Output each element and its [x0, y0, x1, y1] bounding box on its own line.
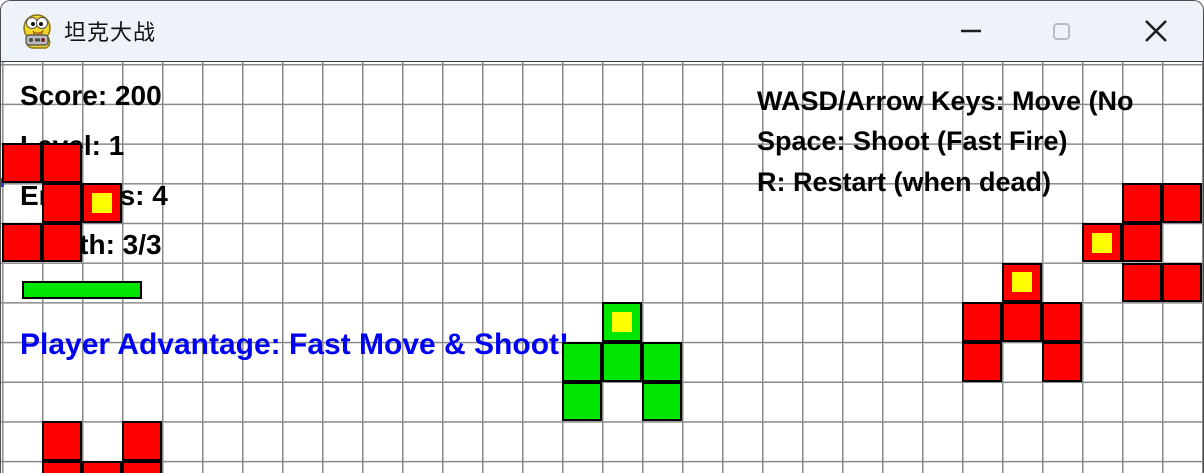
close-icon — [1145, 20, 1167, 42]
player-tank-body — [642, 381, 682, 422]
enemy-tank-barrel — [82, 183, 122, 223]
enemy-tank-body — [1002, 302, 1042, 342]
enemy-tank-body — [82, 461, 122, 473]
enemy-tank-barrel — [1002, 262, 1042, 303]
player-tank-body — [562, 341, 602, 382]
instruction-restart: R: Restart (when dead) — [757, 166, 1052, 197]
instruction-shoot: Space: Shoot (Fast Fire) — [757, 126, 1068, 157]
enemy-tank-body — [42, 461, 82, 473]
tk-mascot-icon — [23, 13, 51, 49]
enemy-tank-body — [1162, 183, 1202, 223]
minimize-icon — [961, 29, 981, 33]
enemy-tank-body — [42, 143, 82, 184]
player-tank-body — [602, 341, 642, 382]
maximize-button[interactable] — [1036, 8, 1086, 54]
enemy-tank-body — [962, 302, 1002, 342]
player-tank-barrel — [602, 302, 642, 342]
enemy-tank-body — [1042, 341, 1082, 382]
enemy-tank-body — [1042, 302, 1082, 342]
game-canvas[interactable]: Score: 200 Level: 1 Enemies: 4 Health: 3… — [0, 62, 1204, 473]
score-text: Score: 200 — [20, 80, 162, 111]
player-tank-body — [642, 341, 682, 382]
enemy-tank-body — [1162, 262, 1202, 303]
enemy-tank-body — [122, 421, 162, 461]
player-tank-body — [562, 381, 602, 422]
enemy-tank-body — [1122, 262, 1162, 303]
minimize-button[interactable] — [946, 8, 996, 54]
title-bar: 坦克大战 — [0, 0, 1204, 62]
enemy-tank-body — [42, 222, 82, 263]
enemy-tank-barrel — [1082, 222, 1122, 263]
tank-turret — [1012, 272, 1032, 293]
enemy-tank-body — [962, 341, 1002, 382]
maximize-icon — [1052, 22, 1070, 40]
enemy-tank-body — [122, 461, 162, 473]
health-bar-fill — [24, 283, 140, 297]
enemy-tank-body — [2, 222, 42, 263]
instructions-text: WASD/Arrow Keys: Move (No Space: Shoot (… — [757, 81, 1134, 202]
window-title: 坦克大战 — [64, 19, 157, 45]
enemy-tank-body — [1122, 183, 1162, 223]
health-bar — [22, 281, 142, 299]
enemy-tank-body — [42, 421, 82, 461]
tank-turret — [92, 192, 112, 213]
enemy-tank-body — [42, 183, 82, 223]
tank-turret — [1092, 232, 1112, 253]
tank-turret — [612, 312, 632, 333]
enemy-tank-body — [2, 143, 42, 184]
close-button[interactable] — [1131, 8, 1181, 54]
enemy-tank-body — [1122, 222, 1162, 263]
advantage-text: Player Advantage: Fast Move & Shoot! — [20, 328, 569, 361]
instruction-move: WASD/Arrow Keys: Move (No — [757, 86, 1134, 116]
